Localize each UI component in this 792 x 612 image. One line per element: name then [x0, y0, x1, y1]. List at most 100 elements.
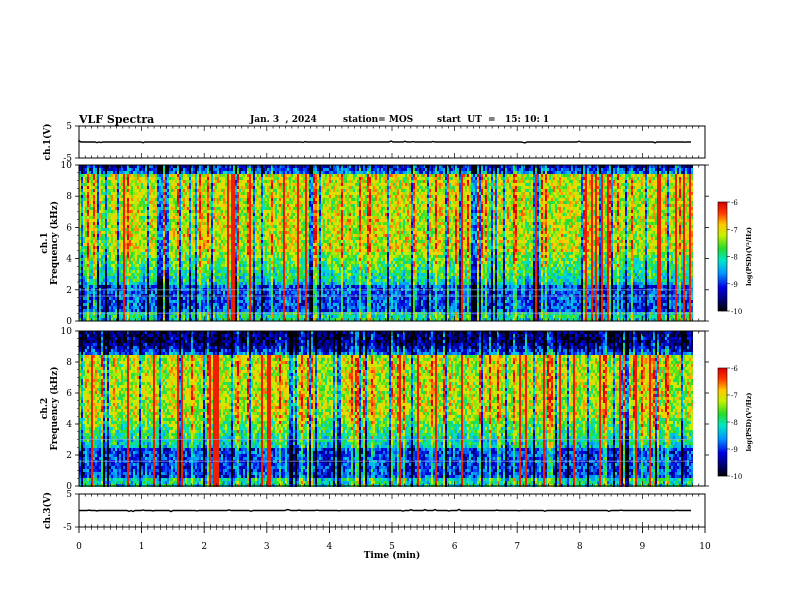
spectrogram-cell: [83, 198, 85, 201]
spectrogram-cell: [177, 273, 179, 276]
spectrogram-cell: [253, 294, 255, 297]
spectrogram-cell: [259, 231, 261, 234]
spectrogram-cell: [165, 273, 167, 276]
spectrogram-cell: [151, 171, 153, 174]
spectrogram-cell: [83, 171, 85, 174]
spectrogram-cell: [105, 174, 107, 177]
spectrogram-cell: [139, 243, 141, 246]
spectrogram-cell: [99, 264, 101, 267]
spectrogram-cell: [171, 234, 173, 237]
spectrogram-cell: [211, 168, 213, 171]
spectrogram-cell: [139, 171, 141, 174]
spectrogram-cell: [197, 297, 199, 300]
spectrogram-cell: [79, 210, 81, 213]
spectrogram-cell: [83, 282, 85, 285]
spectrogram-cell: [237, 198, 239, 201]
spectrogram-cell: [177, 258, 179, 261]
spectrogram-cell: [81, 309, 83, 312]
spectrogram-cell: [125, 291, 127, 294]
spectrogram-cell: [161, 219, 163, 222]
spectrogram-cell: [171, 246, 173, 249]
spectrogram-cell: [261, 186, 263, 189]
spectrogram-cell: [117, 270, 119, 273]
spectrogram-cell: [85, 270, 87, 273]
spectrogram-cell: [105, 318, 107, 321]
spectrogram-cell: [145, 249, 147, 252]
spectrogram-cell: [209, 264, 211, 267]
spectrogram-cell: [149, 198, 151, 201]
spectrogram-cell: [213, 249, 215, 252]
spectrogram-cell: [217, 255, 219, 258]
spectrogram-cell: [85, 318, 87, 321]
date-label: Jan. 3 , 2024: [250, 115, 317, 125]
spectrogram-cell: [259, 285, 261, 288]
spectrogram-cell: [139, 300, 141, 303]
spectrogram-cell: [131, 216, 133, 219]
spectrogram-cell: [227, 294, 229, 297]
spectrogram-cell: [99, 255, 101, 258]
spectrogram-cell: [221, 264, 223, 267]
spectrogram-cell: [175, 315, 177, 318]
spectrogram-cell: [185, 294, 187, 297]
spectrogram-cell: [191, 219, 193, 222]
spectrogram-cell: [151, 240, 153, 243]
spectrogram-cell: [155, 282, 157, 285]
spectrogram-cell: [205, 240, 207, 243]
spectrogram-cell: [117, 222, 119, 225]
spectrogram-cell: [203, 294, 205, 297]
spectrogram-cell: [143, 276, 145, 279]
spectrogram-cell: [133, 204, 135, 207]
spectrogram-cell: [113, 282, 115, 285]
spectrogram-cell: [133, 249, 135, 252]
spectrogram-cell: [157, 246, 159, 249]
spectrogram-cell: [223, 285, 225, 288]
spectrogram-cell: [237, 219, 239, 222]
spectrogram-cell: [177, 255, 179, 258]
spectrogram-cell: [99, 282, 101, 285]
spectrogram-cell: [203, 216, 205, 219]
spectrogram-cell: [119, 270, 121, 273]
spectrogram-cell: [163, 252, 165, 255]
spectrogram-cell: [113, 303, 115, 306]
spectrogram-cell: [215, 291, 217, 294]
spectrogram-cell: [221, 222, 223, 225]
spectrogram-cell: [141, 258, 143, 261]
spectrogram-cell: [219, 219, 221, 222]
spectrogram-cell: [209, 291, 211, 294]
spectrogram-cell: [233, 213, 235, 216]
spectrogram-cell: [151, 204, 153, 207]
spectrogram-cell: [253, 204, 255, 207]
spectrogram-cell: [97, 267, 99, 270]
spectrogram-cell: [211, 165, 213, 168]
spectrogram-cell: [213, 243, 215, 246]
spectrogram-cell: [209, 255, 211, 258]
spectrogram-cell: [225, 279, 227, 282]
spectrogram-cell: [139, 297, 141, 300]
spectrogram-cell: [127, 264, 129, 267]
spectrogram-cell: [261, 222, 263, 225]
spectrogram-cell: [87, 192, 89, 195]
spectrogram-cell: [163, 177, 165, 180]
spectrogram-cell: [181, 174, 183, 177]
spectrogram-cell: [113, 246, 115, 249]
spectrogram-cell: [95, 267, 97, 270]
spectrogram-cell: [165, 213, 167, 216]
spectrogram-cell: [197, 261, 199, 264]
spectrogram-cell: [147, 243, 149, 246]
spectrogram-cell: [165, 240, 167, 243]
spectrogram-cell: [97, 243, 99, 246]
spectrogram-cell: [157, 219, 159, 222]
spectrogram-cell: [261, 237, 263, 240]
spectrogram-cell: [175, 279, 177, 282]
spectrogram-cell: [227, 273, 229, 276]
chart-title: VLF Spectra: [79, 113, 154, 126]
spectrogram-cell: [87, 270, 89, 273]
spectrogram-cell: [249, 228, 251, 231]
spectrogram-cell: [137, 189, 139, 192]
spectrogram-cell: [113, 276, 115, 279]
spectrogram-cell: [239, 222, 241, 225]
spectrogram-cell: [215, 219, 217, 222]
spectrogram-cell: [257, 186, 259, 189]
spectrogram-cell: [105, 171, 107, 174]
spectrogram-cell: [219, 309, 221, 312]
